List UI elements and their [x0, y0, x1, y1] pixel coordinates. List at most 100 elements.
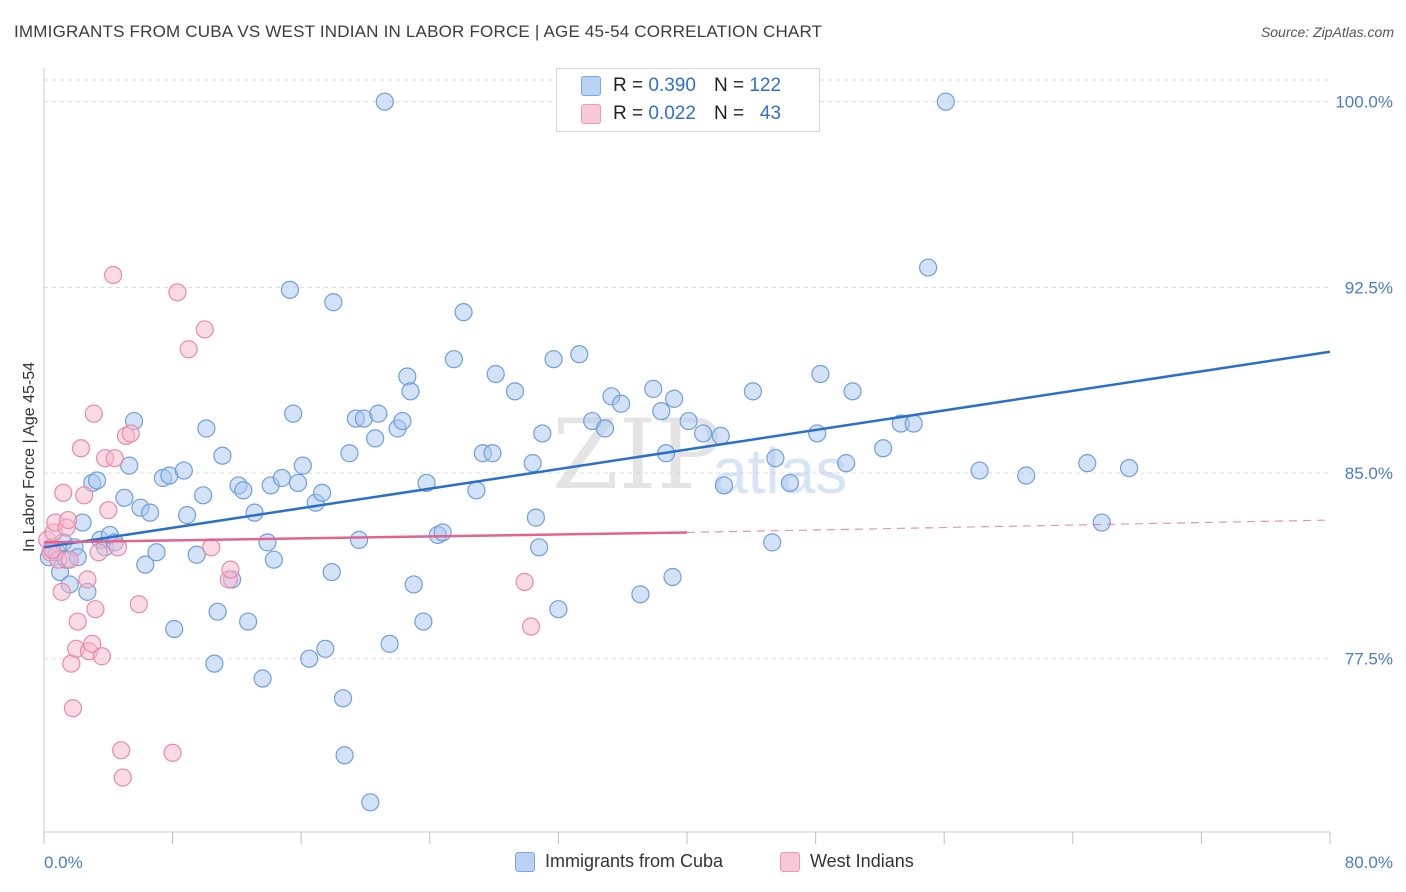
cuba-point [595, 419, 615, 438]
cuba-point [743, 382, 763, 401]
legend-r-value: 0.022 [648, 103, 696, 124]
west-indian-point [105, 449, 124, 468]
cuba-point [1092, 513, 1111, 532]
cuba-trend-line [43, 350, 1331, 549]
cuba-point [177, 506, 197, 525]
legend-r-label: R = [613, 103, 644, 124]
west-indian-point [83, 634, 102, 653]
cuba-point [444, 350, 464, 369]
pink-swatch [780, 851, 800, 872]
west-indian-point [86, 600, 105, 619]
west-indian-point [92, 647, 111, 666]
cuba-point [258, 533, 277, 552]
cuba-point [530, 538, 549, 557]
cuba-point [414, 612, 433, 631]
cuba-point [393, 411, 412, 431]
cuba-point [544, 350, 563, 369]
cuba-point [136, 555, 155, 574]
west-indian-point [129, 595, 148, 614]
cuba-point [288, 473, 308, 493]
cuba-point [115, 488, 134, 507]
cuba-point [505, 382, 525, 401]
cuba-point [663, 567, 682, 587]
west-indian-point [89, 543, 108, 562]
cuba-point [213, 446, 232, 465]
legend-n-label: N = [713, 103, 745, 124]
cuba-point [340, 444, 359, 463]
west-indian-trend-extension [686, 519, 1331, 534]
cuba-point [361, 793, 380, 812]
west-indian-point [54, 483, 73, 502]
cuba-point [526, 508, 545, 527]
cuba-point [711, 426, 730, 446]
cuba-point [194, 486, 213, 505]
cuba-point [1078, 454, 1097, 473]
west-indian-point [63, 699, 83, 718]
cuba-point [366, 429, 385, 448]
y-tick-label: 100.0% [1335, 93, 1393, 112]
west-indian-point [108, 538, 128, 557]
cuba-point [1119, 458, 1139, 478]
y-tick-label: 77.5% [1345, 650, 1393, 669]
cuba-point [324, 293, 343, 312]
pink-swatch [581, 104, 601, 124]
west-indian-point [99, 501, 118, 520]
west-indian-point [84, 404, 103, 423]
cuba-point [174, 461, 193, 480]
cuba-point [1017, 466, 1036, 485]
west-indian-point [163, 743, 182, 762]
cuba-point [936, 92, 955, 111]
trend-lines [43, 350, 1331, 549]
x-tick-label: 80.0% [1345, 853, 1393, 872]
cuba-point [245, 503, 264, 522]
data-points [38, 92, 1139, 812]
cuba-point [208, 602, 227, 621]
bottom-legend-west-indians: West Indians [780, 851, 914, 872]
cuba-point [970, 461, 989, 480]
cuba-point [272, 468, 292, 488]
west-indian-point [60, 550, 79, 569]
legend-n-label: N = [713, 75, 745, 96]
west-indian-point [113, 768, 132, 787]
cuba-point [611, 394, 631, 413]
cuba-point [652, 402, 671, 421]
cuba-point [811, 364, 830, 384]
cuba-point [843, 382, 862, 401]
cuba-point [333, 689, 353, 708]
cuba-point [253, 669, 272, 688]
y-axis-title: In Labor Force | Age 45-54 [21, 362, 38, 552]
cuba-point [549, 600, 568, 619]
legend-row-west-indians: R = 0.022 N = 43 [581, 101, 781, 127]
west-indian-point [112, 741, 131, 760]
cuba-point [714, 476, 734, 495]
cuba-point [147, 543, 166, 562]
cuba-point [919, 258, 938, 277]
cuba-point [644, 379, 663, 398]
cuba-point [197, 419, 216, 438]
watermark: ZIP atlas [552, 399, 847, 511]
cuba-point [312, 483, 332, 502]
source-label: Source: ZipAtlas.com [1260, 24, 1394, 40]
west-indian-trend-line [43, 531, 688, 544]
cuba-point [335, 746, 354, 765]
cuba-point [369, 404, 388, 423]
cuba-point [239, 612, 258, 631]
cuba-point [904, 414, 923, 433]
west-indian-point [521, 617, 541, 636]
cuba-point [264, 550, 283, 569]
cuba-point [808, 424, 827, 443]
cuba-point [766, 449, 785, 468]
cuba-point [763, 533, 782, 552]
cuba-point [837, 454, 856, 473]
legend-r-value: 0.390 [648, 75, 696, 96]
west-indian-point [52, 582, 71, 601]
west-indian-point [71, 439, 91, 458]
west-indian-point [179, 340, 198, 359]
west-indian-point [59, 510, 78, 530]
west-indian-point [221, 560, 240, 579]
west-indian-point [75, 486, 94, 505]
west-indian-point [42, 540, 62, 559]
cuba-point [398, 367, 417, 386]
cuba-point [523, 454, 542, 473]
